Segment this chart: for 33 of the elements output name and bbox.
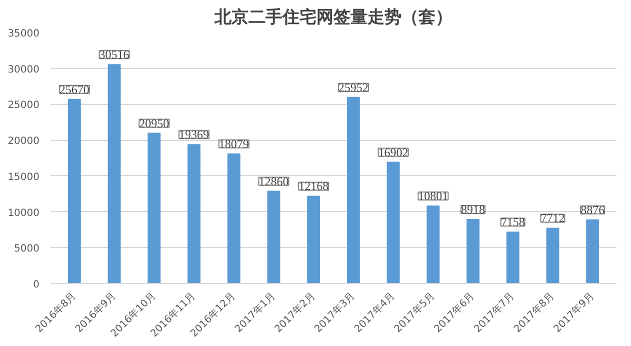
- y-tick-label: 10000: [8, 208, 40, 219]
- y-tick-label: 35000: [8, 28, 40, 40]
- data-label: 10801: [418, 189, 448, 204]
- bar: [546, 228, 560, 284]
- data-label: 16902: [378, 145, 408, 160]
- bar: [506, 232, 520, 284]
- data-label: 8918: [461, 202, 486, 217]
- chart-title: 北京二手住宅网签量走势（套）: [214, 8, 452, 28]
- bar: [346, 96, 360, 284]
- data-label: 7158: [500, 215, 525, 230]
- bar: [68, 98, 81, 284]
- bar: [148, 132, 161, 284]
- bar: [466, 219, 480, 284]
- bar: [108, 64, 121, 284]
- bar: [188, 144, 200, 284]
- bar: [586, 219, 600, 284]
- y-tick-label: 15000: [8, 172, 40, 183]
- data-label: 7712: [540, 211, 565, 226]
- y-tick-label: 0: [33, 280, 40, 290]
- data-label: 20950: [139, 116, 170, 130]
- y-tick-label: 30000: [8, 64, 40, 76]
- y-tick-label: 20000: [8, 136, 40, 148]
- data-label: 19369: [178, 128, 209, 142]
- data-label: 12860: [258, 174, 289, 188]
- data-label: 30516: [99, 48, 130, 62]
- bar: [267, 190, 280, 284]
- y-tick-label: 5000: [14, 244, 40, 255]
- bar: [426, 206, 440, 284]
- bar: [386, 162, 400, 284]
- y-tick-label: 25000: [8, 100, 40, 112]
- data-label: 18079: [218, 136, 249, 151]
- bar: [307, 196, 320, 284]
- bar: [227, 153, 240, 284]
